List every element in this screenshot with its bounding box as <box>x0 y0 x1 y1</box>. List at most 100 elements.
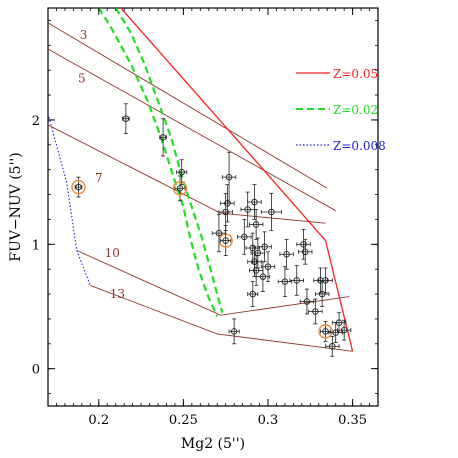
age-label-3: 3 <box>80 28 88 42</box>
data-point-34 <box>325 335 340 357</box>
point-marker <box>230 328 238 335</box>
age-line-7 <box>48 124 326 224</box>
point-marker <box>293 277 301 284</box>
ticks-layer: 0.2 0.25 0.3 0.35 0 1 2 <box>32 8 379 428</box>
plot-frame <box>47 7 379 407</box>
data-point-19 <box>247 281 259 307</box>
data-point-30 <box>308 298 323 325</box>
data-point-26 <box>289 265 304 296</box>
y-tick-label: 0 <box>32 363 40 378</box>
x-tick-label: 0.35 <box>338 413 367 428</box>
legend-label-1: Z=0.02 <box>333 103 378 117</box>
highlight-ring <box>172 181 188 196</box>
point-marker <box>303 298 311 305</box>
age-label-13: 13 <box>110 287 125 301</box>
age-label-10: 10 <box>105 246 120 260</box>
data-point-15 <box>245 232 260 264</box>
y-axis-label: FUV−NUV (5'') <box>8 152 24 262</box>
legend-label-2: Z=0.008 <box>333 139 386 153</box>
data-point-2 <box>71 176 86 198</box>
point-marker <box>159 134 167 141</box>
point-marker <box>176 185 184 192</box>
data-point-17 <box>247 246 262 278</box>
data-point-32 <box>314 281 330 307</box>
age-line-10 <box>76 250 350 316</box>
model-line-3 <box>48 113 91 286</box>
highlight-ring <box>71 179 86 195</box>
point-marker <box>222 237 229 244</box>
point-marker <box>300 241 307 248</box>
y-tick-label: 2 <box>32 114 40 129</box>
point-marker <box>178 168 185 176</box>
data-point-33 <box>318 267 333 294</box>
point-marker <box>215 229 223 237</box>
data-point-7 <box>221 151 237 203</box>
point-marker <box>322 328 329 335</box>
y-tick-label: 1 <box>32 238 40 253</box>
x-tick-label: 0.25 <box>169 413 198 428</box>
data-point-4 <box>176 159 188 186</box>
point-marker <box>252 267 260 274</box>
data-point-21 <box>260 192 282 232</box>
point-marker <box>244 206 251 213</box>
data-point-22 <box>257 231 272 263</box>
data-point-9 <box>218 192 233 232</box>
point-marker <box>259 273 267 280</box>
point-marker <box>318 290 326 298</box>
point-marker <box>224 200 231 207</box>
point-marker <box>281 278 289 285</box>
age-label-5: 5 <box>78 72 86 86</box>
point-marker <box>283 251 290 258</box>
data-point-36 <box>331 312 347 334</box>
point-marker <box>322 277 329 284</box>
point-marker <box>264 263 272 270</box>
age-line-13 <box>90 284 353 352</box>
data-point-0 <box>122 103 130 135</box>
age-labels-layer: 3 5 7 10 13 <box>78 28 125 301</box>
x-tick-label: 0.3 <box>258 413 279 428</box>
highlight-ring <box>318 324 333 339</box>
point-marker <box>329 343 336 350</box>
point-marker <box>75 183 82 191</box>
data-point-14 <box>248 209 264 240</box>
data-point-38 <box>228 318 240 345</box>
point-marker <box>335 319 343 326</box>
data-point-29 <box>299 288 315 315</box>
data-point-12 <box>240 191 255 228</box>
model-line-1 <box>97 8 219 317</box>
point-marker <box>122 115 130 122</box>
data-point-23 <box>260 251 276 283</box>
legend: Z=0.05 Z=0.02 Z=0.008 <box>296 67 386 153</box>
point-marker <box>225 173 233 181</box>
point-marker <box>251 198 258 206</box>
point-marker <box>251 258 258 265</box>
data-point-28 <box>298 238 313 265</box>
data-point-37 <box>336 319 352 341</box>
point-marker <box>301 248 309 256</box>
point-marker <box>241 233 248 241</box>
data-point-11 <box>237 219 252 255</box>
point-marker <box>252 221 260 228</box>
age-line-3 <box>48 22 328 189</box>
point-marker <box>340 326 348 334</box>
data-point-25 <box>279 238 294 270</box>
data-point-3 <box>172 175 188 202</box>
age-line-5 <box>48 48 336 212</box>
point-marker <box>261 243 268 251</box>
point-marker <box>249 244 257 252</box>
point-marker <box>249 290 257 298</box>
data-point-6 <box>318 321 333 342</box>
data-point-10 <box>211 214 227 253</box>
x-tick-label: 0.2 <box>88 413 109 428</box>
age-label-7: 7 <box>95 171 103 185</box>
data-point-8 <box>220 184 235 223</box>
point-marker <box>268 208 275 216</box>
x-axis-label: Mg2 (5'') <box>181 436 245 452</box>
age-lines-layer <box>48 22 353 352</box>
data-point-1 <box>159 118 167 157</box>
point-marker <box>312 308 319 315</box>
model-line-0 <box>120 8 354 352</box>
legend-label-0: Z=0.05 <box>333 67 378 81</box>
points-layer <box>71 103 352 357</box>
